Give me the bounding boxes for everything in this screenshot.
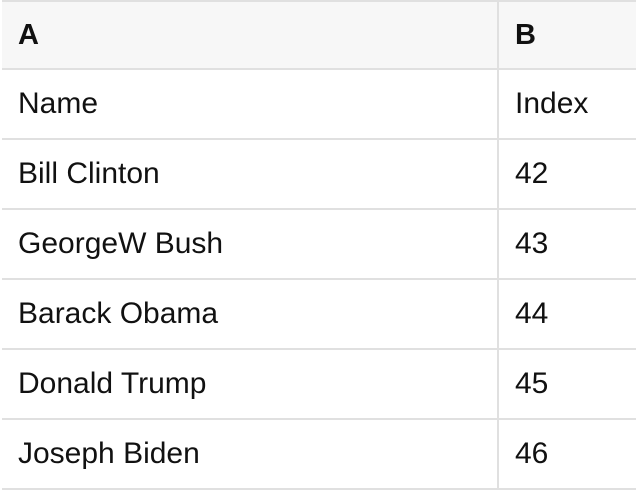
cell-a[interactable]: Joseph Biden: [18, 437, 200, 470]
cell-a[interactable]: Name: [18, 87, 99, 120]
table-row: GeorgeW Bush 43: [2, 210, 636, 280]
column-header-b[interactable]: B: [497, 2, 636, 68]
cell-a[interactable]: GeorgeW Bush: [18, 227, 224, 260]
cell-b[interactable]: 45: [497, 350, 636, 418]
column-header-row: A B: [2, 2, 636, 70]
cell-a[interactable]: Bill Clinton: [18, 157, 160, 190]
cell-a[interactable]: Donald Trump: [18, 367, 207, 400]
table-row: Joseph Biden 46: [2, 420, 636, 490]
table-row: Donald Trump 45: [2, 350, 636, 420]
cell-b[interactable]: 43: [497, 210, 636, 278]
cell-b[interactable]: 46: [497, 420, 636, 488]
cell-b[interactable]: Index: [497, 70, 636, 138]
table-row: Barack Obama 44: [2, 280, 636, 350]
cell-b[interactable]: 44: [497, 280, 636, 348]
table-row: Name Index: [2, 70, 636, 140]
cell-a[interactable]: Barack Obama: [18, 297, 219, 330]
column-header-a[interactable]: A: [18, 19, 39, 51]
cell-b[interactable]: 42: [497, 140, 636, 208]
table-row: Bill Clinton 42: [2, 140, 636, 210]
